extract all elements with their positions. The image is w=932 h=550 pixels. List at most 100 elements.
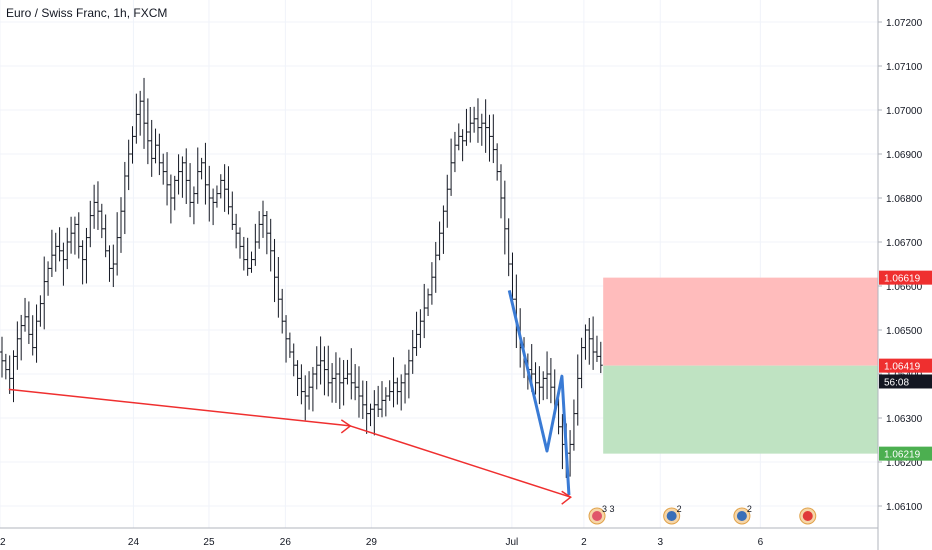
event-icon-3[interactable]: 2: [733, 504, 752, 525]
ohlc-bar: [176, 154, 181, 195]
take-profit-zone: [603, 365, 878, 454]
ohlc-bar: [310, 366, 315, 412]
time-tick-label-1: 24: [128, 537, 140, 548]
ohlc-bar: [207, 165, 212, 222]
ohlc-bar: [437, 221, 442, 261]
ohlc-bar: [468, 106, 473, 143]
ohlc-bar: [103, 214, 108, 258]
event-icon-1[interactable]: 3 3: [588, 504, 615, 525]
ohlc-bar: [19, 314, 24, 361]
time-tick-label-6: 2: [581, 537, 587, 548]
ohlc-bar: [84, 227, 89, 284]
ohlc-bar: [464, 108, 469, 146]
ohlc-bar: [372, 390, 377, 436]
ohlc-bar: [330, 363, 335, 403]
ohlc-bar: [214, 185, 219, 208]
ohlc-bar: [598, 341, 603, 374]
ohlc-bar: [195, 147, 200, 204]
ohlc-bar: [53, 232, 58, 272]
ohlc-bar: [149, 119, 154, 177]
ohlc-bar: [191, 186, 196, 225]
ohlc-bar: [199, 157, 204, 180]
ohlc-bar: [287, 332, 292, 358]
ohlc-bar: [3, 353, 8, 380]
ohlc-bar: [337, 357, 342, 409]
ohlc-bar: [456, 123, 461, 151]
price-label-3: 1.06219: [884, 450, 921, 461]
time-tick-label-3: 26: [280, 537, 292, 548]
ohlc-bar: [406, 349, 411, 399]
ohlc-bar: [479, 113, 484, 146]
chart-title: Euro / Swiss Franc, 1h, FXCM: [6, 6, 168, 20]
ohlc-bar: [172, 175, 177, 211]
ohlc-bar: [226, 166, 231, 215]
ohlc-bar: [99, 203, 104, 239]
ohlc-bar: [571, 399, 576, 451]
ohlc-bar: [118, 197, 123, 253]
ohlc-bar: [280, 288, 285, 334]
ohlc-bar: [184, 148, 189, 204]
ohlc-bar: [30, 315, 35, 356]
ohlc-bar: [95, 181, 100, 230]
ohlc-bar: [587, 317, 592, 365]
ohlc-bar: [57, 227, 62, 262]
ohlc-bar: [483, 99, 488, 153]
event-icon-2[interactable]: 2: [663, 504, 682, 525]
ohlc-bar: [383, 387, 388, 417]
ohlc-bar: [264, 211, 269, 255]
ohlc-bar: [138, 90, 143, 136]
ohlc-bar: [261, 200, 266, 238]
ohlc-bar: [284, 315, 289, 363]
ohlc-bar: [142, 77, 147, 149]
ohlc-bar: [249, 251, 254, 273]
ohlc-bar: [272, 238, 277, 303]
ohlc-bar: [502, 180, 507, 255]
ohlc-bar: [360, 380, 365, 419]
ohlc-bar: [495, 143, 500, 181]
ohlc-bar: [506, 218, 511, 277]
ohlc-bar: [134, 93, 139, 144]
ohlc-bar: [591, 316, 596, 370]
ohlc-bar: [498, 164, 503, 219]
ohlc-bar: [153, 128, 158, 164]
price-label-1: 1.06419: [884, 362, 921, 373]
ohlc-bar: [460, 129, 465, 162]
event-icon-4[interactable]: [799, 507, 817, 525]
ohlc-bar: [161, 153, 166, 185]
ohlc-bar: [391, 357, 396, 408]
ohlc-bar: [307, 371, 312, 410]
ohlc-bar: [475, 98, 480, 143]
ohlc-bar: [157, 133, 162, 176]
ohlc-bar: [345, 359, 350, 385]
ohlc-bar: [433, 241, 438, 293]
ohlc-bar: [403, 364, 408, 404]
ohlc-bar: [376, 385, 381, 417]
ohlc-bar: [380, 381, 385, 418]
ohlc-bar: [449, 138, 454, 196]
ohlc-bar: [322, 346, 327, 396]
ohlc-bar: [441, 205, 446, 254]
ohlc-bar: [168, 174, 173, 224]
ohlc-bar: [426, 288, 431, 316]
price-label-2: 56:08: [884, 377, 909, 388]
ohlc-bar: [92, 184, 97, 229]
time-tick-label-8: 6: [758, 537, 764, 548]
price-tick-label-5: 1.06700: [886, 238, 923, 249]
price-tick-label-4: 1.06800: [886, 194, 923, 205]
price-tick-label-0: 1.07200: [886, 18, 923, 29]
ohlc-bar: [395, 377, 400, 405]
time-tick-label-4: 29: [366, 537, 378, 548]
price-tick-label-3: 1.06900: [886, 150, 923, 161]
ohlc-bar: [11, 350, 16, 403]
svg-text:2: 2: [747, 504, 752, 514]
ohlc-bar: [472, 106, 477, 133]
blue-trendline-1: [507, 290, 571, 496]
ohlc-bar: [341, 360, 346, 406]
ohlc-bar: [241, 236, 246, 271]
ohlc-bar: [23, 297, 28, 332]
ohlc-bar: [353, 364, 358, 401]
ohlc-bar: [218, 174, 223, 199]
ohlc-bar: [487, 114, 492, 162]
